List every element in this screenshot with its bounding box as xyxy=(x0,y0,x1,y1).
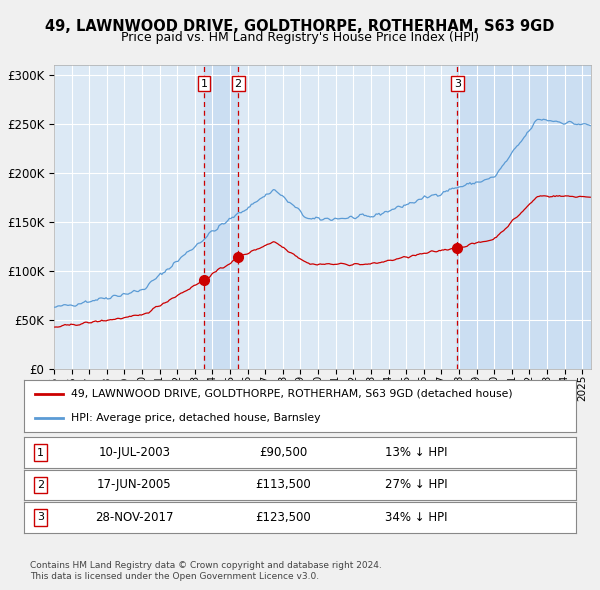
Text: £90,500: £90,500 xyxy=(259,446,308,459)
Text: 13% ↓ HPI: 13% ↓ HPI xyxy=(385,446,447,459)
Text: 17-JUN-2005: 17-JUN-2005 xyxy=(97,478,172,491)
Text: Price paid vs. HM Land Registry's House Price Index (HPI): Price paid vs. HM Land Registry's House … xyxy=(121,31,479,44)
Text: Contains HM Land Registry data © Crown copyright and database right 2024.
This d: Contains HM Land Registry data © Crown c… xyxy=(30,561,382,581)
Text: £123,500: £123,500 xyxy=(256,511,311,524)
Text: 2: 2 xyxy=(37,480,44,490)
Bar xyxy=(457,65,591,369)
Text: 49, LAWNWOOD DRIVE, GOLDTHORPE, ROTHERHAM, S63 9GD (detached house): 49, LAWNWOOD DRIVE, GOLDTHORPE, ROTHERHA… xyxy=(71,389,512,399)
Text: HPI: Average price, detached house, Barnsley: HPI: Average price, detached house, Barn… xyxy=(71,413,320,423)
Text: 10-JUL-2003: 10-JUL-2003 xyxy=(98,446,170,459)
Text: 34% ↓ HPI: 34% ↓ HPI xyxy=(385,511,447,524)
Text: 2: 2 xyxy=(235,78,242,88)
Text: 27% ↓ HPI: 27% ↓ HPI xyxy=(385,478,447,491)
Text: 1: 1 xyxy=(37,448,44,457)
Text: 1: 1 xyxy=(200,78,208,88)
Text: 3: 3 xyxy=(37,513,44,522)
Text: £113,500: £113,500 xyxy=(256,478,311,491)
Text: 49, LAWNWOOD DRIVE, GOLDTHORPE, ROTHERHAM, S63 9GD: 49, LAWNWOOD DRIVE, GOLDTHORPE, ROTHERHA… xyxy=(46,19,554,34)
Text: 28-NOV-2017: 28-NOV-2017 xyxy=(95,511,173,524)
Bar xyxy=(204,65,238,369)
Text: 3: 3 xyxy=(454,78,461,88)
